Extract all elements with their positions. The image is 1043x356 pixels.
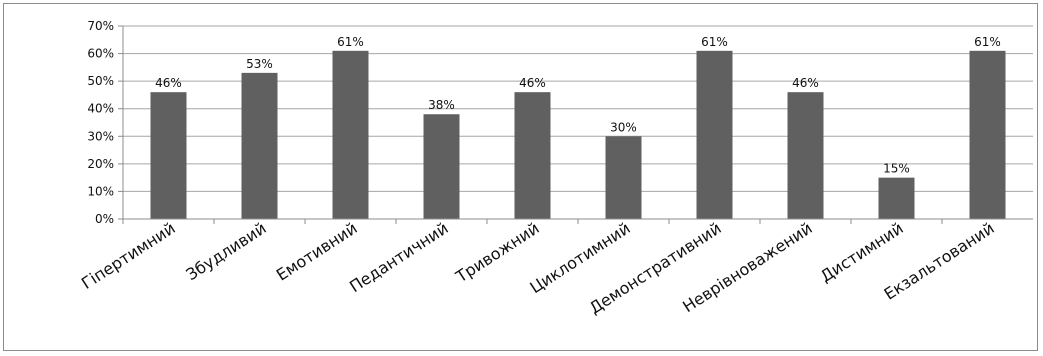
y-tick-label: 40% (87, 102, 114, 116)
x-tick-label: Дистимний (817, 218, 907, 286)
data-label: 46% (155, 76, 182, 90)
bar (878, 177, 915, 219)
bar (605, 136, 642, 219)
x-tick-label: Гіпертимний (78, 218, 179, 293)
data-label: 61% (974, 35, 1001, 49)
y-tick-label: 70% (87, 19, 114, 33)
data-label: 46% (519, 76, 546, 90)
bar (969, 50, 1006, 219)
y-tick-label: 60% (87, 47, 114, 61)
y-tick-label: 10% (87, 184, 114, 198)
data-label: 53% (246, 57, 273, 71)
y-tick-label: 50% (87, 74, 114, 88)
bar (423, 114, 460, 219)
y-axis-ticks: 0% 10% 20% 30% 40% 50% 60% 70% (87, 19, 124, 226)
bar (514, 92, 551, 219)
data-label: 38% (428, 98, 455, 112)
data-label: 61% (337, 35, 364, 49)
data-labels: 46% 53% 61% 38% 46% 30% 61% 46% 15% 61% (155, 35, 1001, 176)
bar (696, 50, 733, 219)
y-tick-label: 30% (87, 129, 114, 143)
x-tick-label: Емотивний (273, 218, 361, 284)
bars (150, 50, 1006, 219)
data-label: 61% (701, 35, 728, 49)
bar (787, 92, 824, 219)
data-label: 46% (792, 76, 819, 90)
data-label: 15% (883, 162, 910, 176)
y-tick-label: 20% (87, 157, 114, 171)
bar (241, 72, 278, 219)
data-label: 30% (610, 120, 637, 134)
x-tick-label: Тривожний (452, 218, 543, 286)
bar (150, 92, 187, 219)
x-tick-label: Збудливий (183, 218, 270, 284)
bar (332, 50, 369, 219)
x-axis-ticks: Гіпертимний Збудливий ЕмотивнийПедантичний… (78, 218, 998, 317)
x-tick-label: Педантичний (346, 218, 452, 296)
y-tick-label: 0% (95, 212, 114, 226)
